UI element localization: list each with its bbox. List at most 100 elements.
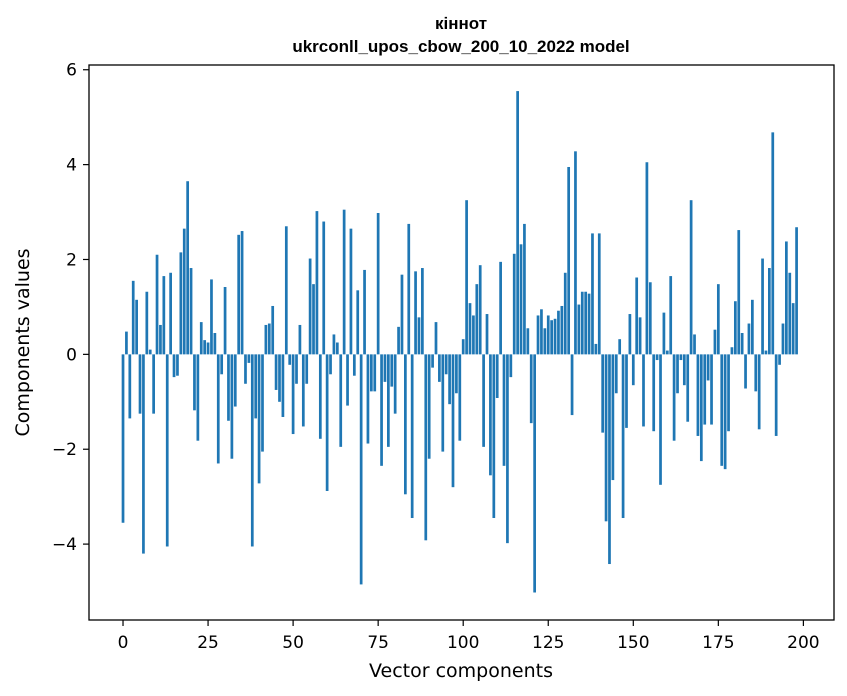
bar <box>332 334 336 355</box>
bar <box>155 254 159 355</box>
y-tick-label: 6 <box>66 61 77 81</box>
bar <box>512 253 516 355</box>
bar <box>540 309 543 355</box>
bar <box>662 312 666 355</box>
bar <box>414 271 417 355</box>
bar <box>594 343 598 355</box>
bar <box>492 354 496 519</box>
bar <box>506 354 509 544</box>
bar <box>186 181 190 355</box>
bar <box>257 354 261 484</box>
bar <box>546 315 550 355</box>
bar <box>723 354 727 470</box>
bar <box>478 265 482 355</box>
bar <box>182 228 186 355</box>
bar <box>608 354 611 565</box>
bar <box>203 340 207 355</box>
bar <box>475 284 479 355</box>
bar <box>648 282 652 355</box>
bar <box>495 354 499 398</box>
bar <box>601 354 605 433</box>
bar <box>703 354 707 425</box>
bar <box>271 305 275 355</box>
bar <box>169 272 172 355</box>
bar <box>295 354 298 384</box>
bar <box>567 166 571 355</box>
x-tick-label: 50 <box>282 633 304 653</box>
bar <box>529 354 533 424</box>
bar <box>281 354 285 417</box>
bar <box>315 211 319 355</box>
bar <box>509 354 513 378</box>
bar <box>682 354 686 386</box>
bar <box>254 354 258 419</box>
plot-frame <box>88 64 835 621</box>
bar <box>550 320 554 355</box>
chart-subtitle: ukrconll_upos_cbow_200_10_2022 model <box>292 37 629 56</box>
bar <box>502 354 506 466</box>
bar <box>665 350 669 355</box>
bar <box>451 354 455 488</box>
bar <box>696 354 700 436</box>
bar <box>213 333 217 355</box>
bar <box>152 354 155 414</box>
bar <box>220 354 224 375</box>
bar <box>172 354 176 378</box>
bar <box>768 268 771 355</box>
bar <box>165 354 169 547</box>
bar <box>516 91 519 355</box>
bar <box>465 200 468 355</box>
bar <box>795 227 798 355</box>
bar <box>400 274 404 355</box>
bar <box>349 228 353 355</box>
bar <box>264 324 268 355</box>
bar <box>625 354 628 428</box>
bar <box>380 354 383 466</box>
bar <box>393 354 397 414</box>
bar <box>761 258 764 355</box>
bar <box>733 301 737 355</box>
bar <box>441 354 445 452</box>
bar <box>335 342 339 355</box>
bar <box>553 318 557 355</box>
bar <box>223 287 227 355</box>
bar <box>431 354 434 368</box>
bar <box>659 354 662 485</box>
bar <box>699 354 703 462</box>
bar <box>788 272 792 355</box>
bar <box>301 354 305 427</box>
bar <box>689 200 693 355</box>
bar <box>308 258 312 355</box>
bar <box>730 347 734 355</box>
bar <box>121 354 125 523</box>
bar <box>458 354 462 441</box>
bar <box>563 272 567 355</box>
bar <box>434 322 438 355</box>
bar <box>523 223 526 355</box>
bar <box>397 326 400 355</box>
bar <box>771 132 775 355</box>
bar <box>676 354 679 394</box>
bar <box>543 328 547 355</box>
y-axis-label: Components values <box>12 248 34 436</box>
bar <box>751 299 754 355</box>
bar <box>298 324 302 355</box>
bar <box>621 354 625 519</box>
bar <box>778 354 781 365</box>
bar <box>142 354 145 554</box>
bar <box>754 354 758 392</box>
bar <box>210 279 213 355</box>
bar <box>774 354 778 436</box>
y-tick-label: −4 <box>52 535 77 555</box>
x-axis-label: Vector components <box>369 660 553 682</box>
bar <box>284 226 288 355</box>
bar <box>373 354 377 392</box>
bar <box>216 354 220 464</box>
x-tick-label: 100 <box>447 633 479 653</box>
bar <box>461 339 465 355</box>
bar <box>148 349 152 355</box>
bar <box>785 241 788 355</box>
bar <box>138 354 142 414</box>
bar <box>342 209 346 355</box>
bar <box>240 231 244 355</box>
